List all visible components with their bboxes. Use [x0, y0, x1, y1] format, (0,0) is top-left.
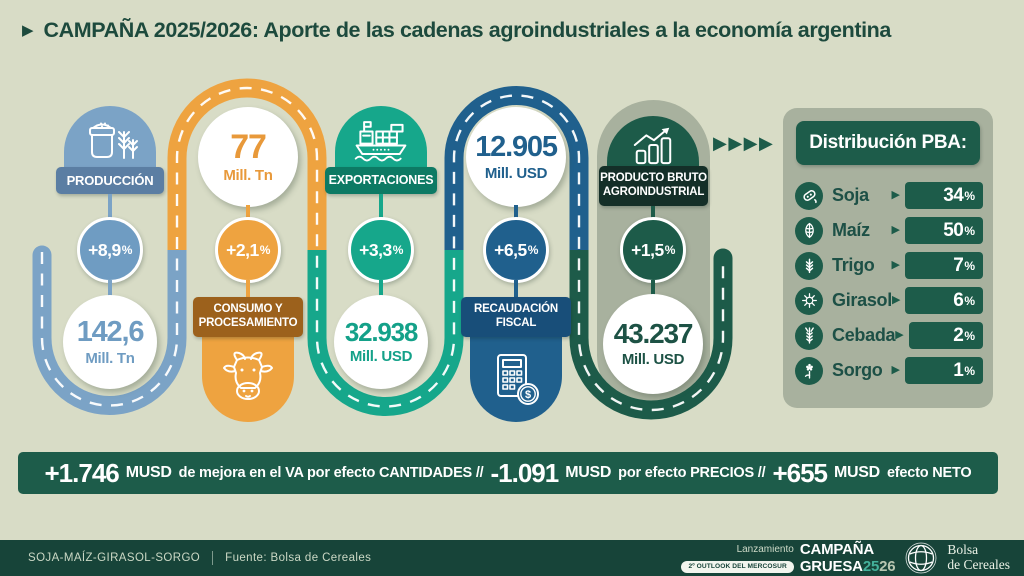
connector	[514, 205, 518, 220]
connector	[246, 280, 250, 300]
soja-icon	[795, 181, 823, 210]
connector	[514, 280, 518, 300]
connector	[108, 194, 112, 220]
row-arrow-icon: ▶	[891, 294, 901, 306]
svg-text:$: $	[525, 389, 531, 401]
panel-row-trigo: Trigo ▶ 7%	[783, 248, 993, 283]
banner-value: +655	[772, 457, 828, 488]
crop-label: Sorgo	[832, 360, 883, 380]
exportaciones-badge: EXPORTACIONES	[325, 167, 437, 194]
ship-icon	[351, 114, 411, 162]
banner-musd: MUSD	[565, 464, 612, 481]
header: ▶ CAMPAÑA 2025/2026: Aporte de las caden…	[22, 18, 891, 43]
panel-rows: Soja ▶ 34% Maíz ▶ 50% Trigo	[783, 178, 993, 388]
connector	[651, 206, 655, 220]
banner-musd: MUSD	[834, 464, 880, 481]
footer-divider	[212, 551, 214, 565]
panel-row-sorgo: Sorgo ▶ 1%	[783, 353, 993, 388]
panel-title: Distribución PBA:	[796, 121, 980, 165]
row-arrow-icon: ▶	[891, 259, 900, 271]
row-arrow-icon: ▶	[895, 329, 904, 341]
crop-label: Maíz	[832, 220, 870, 240]
footer-source: Fuente: Bolsa de Cereales	[225, 552, 372, 564]
footer-right: Lanzamiento CAMPAÑA 2º OUTLOOK DEL MERCO…	[681, 542, 1010, 574]
outlook-badge: 2º OUTLOOK DEL MERCOSUR	[681, 560, 794, 573]
bolsa-logo-text: Bolsa de Cereales	[947, 542, 1010, 572]
pba-value-circle: 43.237 Mill. USD	[603, 294, 703, 394]
banner-value: +1.746	[44, 457, 120, 488]
footer-crops: SOJA-MAÍZ-GIRASOL-SORGO	[28, 552, 201, 564]
value-pill: 34%	[905, 182, 983, 209]
grain-sack-icon	[80, 122, 140, 164]
calculator-icon: $	[492, 352, 540, 406]
crop-label: Girasol	[832, 290, 892, 310]
connector	[246, 205, 250, 220]
row-arrow-icon: ▶	[891, 364, 900, 376]
campaign-subtitle: GRUESA2526	[799, 558, 896, 575]
exportaciones-pct: +3,3%	[348, 217, 414, 283]
launch-block: Lanzamiento CAMPAÑA 2º OUTLOOK DEL MERCO…	[681, 541, 896, 575]
connector	[108, 280, 112, 298]
value-pill: 6%	[905, 287, 983, 314]
footer-left: SOJA-MAÍZ-GIRASOL-SORGO Fuente: Bolsa de…	[28, 551, 371, 565]
chart-icon	[623, 127, 683, 166]
distribution-panel: Distribución PBA: Soja ▶ 34% Maíz	[783, 108, 993, 408]
title-bullet-icon: ▶	[22, 22, 34, 39]
crop-label: Soja	[832, 185, 869, 205]
value-pill: 50%	[905, 217, 983, 244]
connector	[651, 280, 655, 296]
produccion-value-circle: 142,6 Mill. Tn	[63, 295, 157, 389]
cow-icon	[220, 350, 276, 404]
sorgo-icon	[795, 356, 823, 385]
consumo-pct: +2,1%	[215, 217, 281, 283]
footer-bar: SOJA-MAÍZ-GIRASOL-SORGO Fuente: Bolsa de…	[0, 540, 1024, 576]
banner-text: efecto NETO	[886, 465, 972, 481]
crop-label: Cebada	[832, 325, 896, 345]
connector	[379, 280, 383, 298]
campaign-title: CAMPAÑA	[799, 541, 874, 558]
panel-row-girasol: Girasol ▶ 6%	[783, 283, 993, 318]
consumo-badge: CONSUMO Y PROCESAMIENTO	[193, 297, 303, 337]
banner-musd: MUSD	[125, 464, 172, 481]
panel-row-cebada: Cebada ▶ 2%	[783, 318, 993, 353]
pba-badge: PRODUCTO BRUTO AGROINDUSTRIAL	[599, 166, 708, 206]
consumo-value-circle: 77 Mill. Tn	[198, 107, 298, 207]
value-pill: 2%	[908, 322, 983, 349]
panel-row-soja: Soja ▶ 34%	[783, 178, 993, 213]
recaudacion-badge: RECAUDACIÓN FISCAL	[461, 297, 571, 337]
recaudacion-pct: +6,5%	[483, 217, 549, 283]
value-pill: 1%	[905, 357, 983, 384]
panel-row-maiz: Maíz ▶ 50%	[783, 213, 993, 248]
row-arrow-icon: ▶	[891, 189, 900, 201]
banner-text: por efecto PRECIOS //	[618, 465, 766, 481]
bolsa-logo-icon	[906, 542, 937, 574]
cebada-icon	[795, 321, 823, 350]
banner-value: -1.091	[490, 457, 560, 488]
maiz-icon	[795, 216, 823, 245]
recaudacion-value-circle: 12.905 Mill. USD	[466, 107, 566, 207]
pba-pct: +1,5%	[620, 217, 686, 283]
produccion-pct: +8,9%	[77, 217, 143, 283]
flow-arrows-icon: ▶▶▶▶	[713, 133, 775, 153]
row-arrow-icon: ▶	[891, 224, 900, 236]
effects-banner: +1.746 MUSD de mejora en el VA por efect…	[18, 452, 998, 494]
banner-text: de mejora en el VA por efecto CANTIDADES…	[178, 465, 484, 481]
exportaciones-value-circle: 32.938 Mill. USD	[334, 295, 428, 389]
produccion-badge: PRODUCCIÓN	[56, 167, 164, 194]
connector	[379, 194, 383, 220]
page-title: CAMPAÑA 2025/2026: Aporte de las cadenas…	[43, 18, 892, 42]
launch-label: Lanzamiento	[736, 544, 794, 555]
value-pill: 7%	[905, 252, 983, 279]
girasol-icon	[795, 286, 823, 315]
produccion-dome	[64, 106, 156, 172]
crop-label: Trigo	[832, 255, 875, 275]
trigo-icon	[795, 251, 823, 280]
